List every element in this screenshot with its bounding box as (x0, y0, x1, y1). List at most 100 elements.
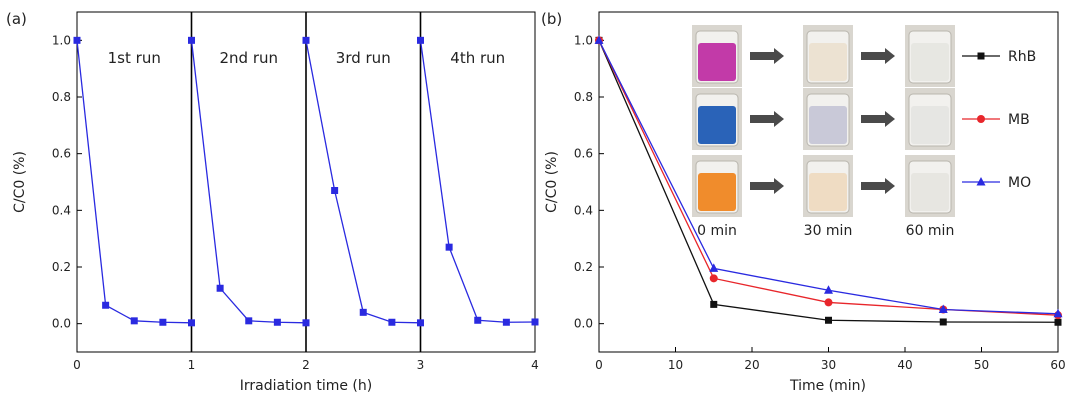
panel-a-data-point (417, 36, 424, 44)
arrow-icon (750, 182, 774, 190)
panel-b-y-tick-label: 0.2 (574, 260, 593, 274)
panel-b-y-tick-label: 0.6 (574, 147, 593, 161)
arrow-icon (861, 115, 885, 123)
panel-a-data-point (359, 308, 367, 316)
panel-a-y-tick-label: 0.8 (52, 90, 71, 104)
panel-a-data-point (159, 318, 167, 326)
panel-b-y-tick-label: 0.8 (574, 90, 593, 104)
panel-a-y-axis-label: C/C0 (%) (12, 151, 28, 213)
panel-b-x-tick-label: 20 (744, 358, 759, 372)
panel-a-x-tick-label: 3 (417, 358, 425, 372)
beaker-solution (911, 173, 949, 211)
legend-marker-mo (976, 177, 986, 186)
panel-a-data-point (245, 317, 253, 325)
panel-a-run-label: 4th run (450, 49, 505, 67)
data-point-rhb (710, 300, 718, 308)
arrow-icon (750, 115, 774, 123)
beaker-solution (809, 106, 847, 144)
panel-b-x-tick-label: 40 (897, 358, 912, 372)
panel-a-x-axis-label: Irradiation time (h) (240, 378, 372, 394)
panel-a-run-line (76, 40, 192, 324)
arrow-icon (885, 48, 895, 64)
legend-label-mo: MO (1008, 175, 1031, 191)
panel-a-label: (a) (6, 10, 27, 28)
panel-b-x-tick-label: 30 (821, 358, 836, 372)
panel-a-x-tick-label: 1 (188, 358, 196, 372)
panel-b-y-axis-label: C/C0 (%) (544, 151, 560, 213)
inset-time-label: 60 min (906, 223, 955, 239)
data-point-mo (1053, 308, 1063, 318)
panel-a-data-point (502, 318, 510, 326)
panel-b-x-axis-label: Time (min) (789, 378, 866, 394)
panel-a-run-label: 2nd run (219, 49, 278, 67)
arrow-icon (885, 178, 895, 194)
panel-b-y-tick-label: 1.0 (574, 33, 593, 47)
panel-a-run-label: 3rd run (336, 49, 391, 67)
panel-a-y-tick-label: 0.0 (52, 317, 71, 331)
panel-a-data-point (188, 36, 195, 44)
arrow-icon (774, 178, 784, 194)
panel-b-x-tick-label: 10 (668, 358, 683, 372)
panel-a-x-tick-label: 2 (302, 358, 310, 372)
panel-a-chart: (a) 0 1 2 3 4 0.0 0.2 0.4 0.6 0.8 1.0 1st run 2nd r… (6, 10, 539, 394)
panel-a-y-tick-label: 0.4 (52, 203, 71, 217)
arrow-icon (861, 52, 885, 60)
panel-b-label: (b) (541, 10, 562, 28)
panel-a-data-point (102, 301, 110, 309)
arrow-icon (861, 182, 885, 190)
data-point-mo (824, 285, 833, 294)
panel-a-data-point (388, 318, 396, 326)
panel-b-y-tick-label: 0.4 (574, 203, 593, 217)
panel-a-run-line (419, 40, 536, 323)
beaker-solution (698, 173, 736, 211)
legend-label-rhb: RhB (1008, 49, 1036, 65)
beaker-solution (911, 106, 949, 144)
panel-a-run-label: 1st run (108, 49, 161, 67)
panel-a-data-point (216, 284, 224, 292)
legend-label-mb: MB (1008, 112, 1030, 128)
arrow-icon (750, 52, 774, 60)
data-point-mo (938, 304, 948, 313)
panel-b-x-tick-label: 0 (595, 358, 603, 372)
panel-a-run-line (190, 40, 307, 324)
arrow-icon (774, 111, 784, 127)
panel-a-data-point (302, 319, 310, 327)
panel-b-chart: (b) 0 10 20 30 40 50 60 0.0 0.2 0.4 0.6 0.8 1.0 0 mi… (541, 10, 1066, 394)
data-point-mo (594, 35, 604, 44)
panel-b-y-tick-label: 0.0 (574, 317, 593, 331)
beaker-solution (911, 43, 949, 81)
data-point-rhb (1054, 318, 1062, 326)
panel-a-data-point (531, 318, 539, 326)
panel-a-data-point (273, 318, 281, 326)
arrow-icon (885, 111, 895, 127)
beaker-solution (809, 173, 847, 211)
panel-a-run-line (305, 40, 421, 324)
beaker-solution (809, 43, 847, 81)
panel-a-x-tick-label: 4 (531, 358, 539, 372)
panel-a-x-tick-label: 0 (73, 358, 81, 372)
data-point-mb (824, 298, 833, 307)
panel-a-data-point (130, 317, 138, 325)
data-point-mo (709, 263, 719, 272)
beaker-solution (698, 43, 736, 81)
panel-b-x-tick-label: 60 (1050, 358, 1065, 372)
inset-time-label: 30 min (804, 223, 853, 239)
beaker-solution (698, 106, 736, 144)
panel-a-data-point (445, 243, 453, 251)
legend-marker-rhb (977, 52, 985, 60)
data-point-rhb (939, 318, 947, 326)
inset-time-label: 0 min (697, 223, 737, 239)
arrow-icon (774, 48, 784, 64)
panel-b-x-tick-label: 50 (974, 358, 989, 372)
panel-a-data-point (417, 319, 424, 327)
panel-a-data-point (73, 36, 81, 44)
panel-a-y-tick-label: 1.0 (52, 33, 71, 47)
data-point-mb (709, 274, 718, 283)
panel-a-data-point (331, 187, 339, 194)
panel-a-data-point (188, 319, 195, 327)
legend-marker-mb (977, 115, 985, 123)
data-point-rhb (825, 316, 832, 324)
panel-a-y-tick-label: 0.6 (52, 147, 71, 161)
panel-a-data-point (474, 316, 482, 324)
